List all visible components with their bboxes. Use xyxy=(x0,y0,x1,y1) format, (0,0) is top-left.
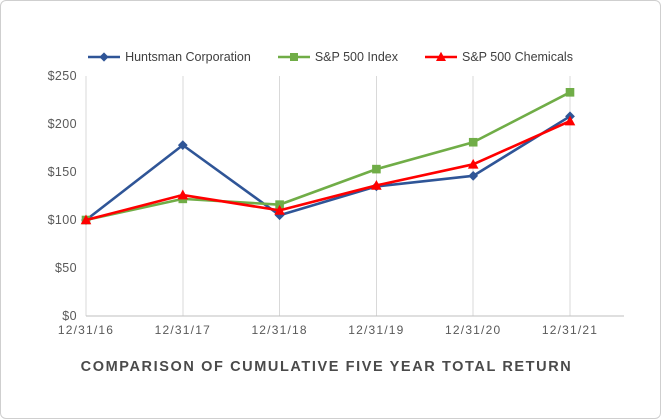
legend-line-triangle-icon xyxy=(425,51,457,61)
legend-label: Huntsman Corporation xyxy=(125,50,251,64)
legend-item-sp500-index: S&P 500 Index xyxy=(277,50,398,64)
legend-label: S&P 500 Chemicals xyxy=(462,50,573,64)
legend-line-diamond-icon xyxy=(88,52,121,62)
legend-line-square-icon xyxy=(277,53,310,61)
legend-label: S&P 500 Index xyxy=(314,50,398,64)
legend-item-sp500-chemicals: S&P 500 Chemicals xyxy=(425,50,573,64)
chart-title: COMPARISON OF CUMULATIVE FIVE YEAR TOTAL… xyxy=(80,359,573,375)
chart-legend: Huntsman Corporation S&P 500 Index S&P 5… xyxy=(1,45,660,69)
legend-item-huntsman-corporation: Huntsman Corporation xyxy=(88,50,251,64)
